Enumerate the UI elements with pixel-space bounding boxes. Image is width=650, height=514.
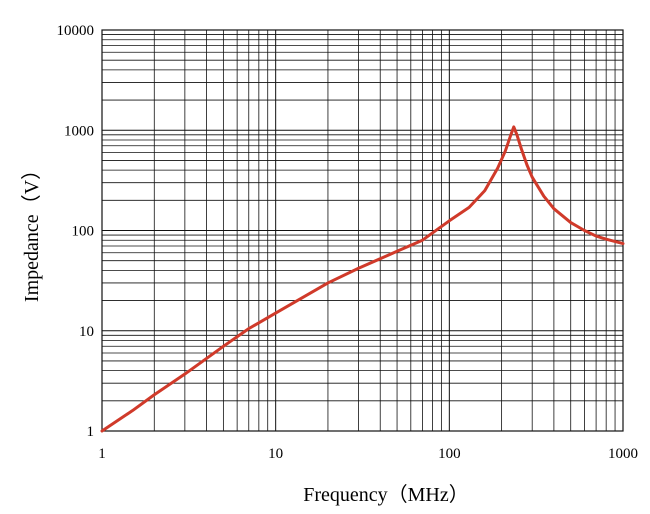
y-tick-label: 100 bbox=[72, 224, 95, 240]
x-axis-label: Frequency（MHz） bbox=[303, 483, 469, 506]
x-tick-label: 1 bbox=[98, 446, 106, 462]
x-tick-label: 1000 bbox=[608, 446, 638, 462]
y-tick-label: 1 bbox=[87, 424, 95, 440]
plot-frame bbox=[101, 29, 624, 432]
x-tick-label: 100 bbox=[438, 446, 461, 462]
impedance-curve bbox=[100, 125, 625, 433]
series-layer bbox=[100, 125, 625, 433]
y-tick-label: 10 bbox=[79, 324, 94, 340]
grid-lines bbox=[101, 30, 623, 432]
x-tick-labels: 1 10 100 1000 bbox=[98, 446, 638, 462]
y-tick-labels: 1 10 100 1000 10000 bbox=[57, 23, 95, 440]
x-tick-label: 10 bbox=[268, 446, 283, 462]
y-tick-label: 1000 bbox=[64, 123, 94, 139]
y-axis-label: Impedance（V） bbox=[20, 160, 43, 302]
y-tick-label: 10000 bbox=[57, 23, 95, 39]
